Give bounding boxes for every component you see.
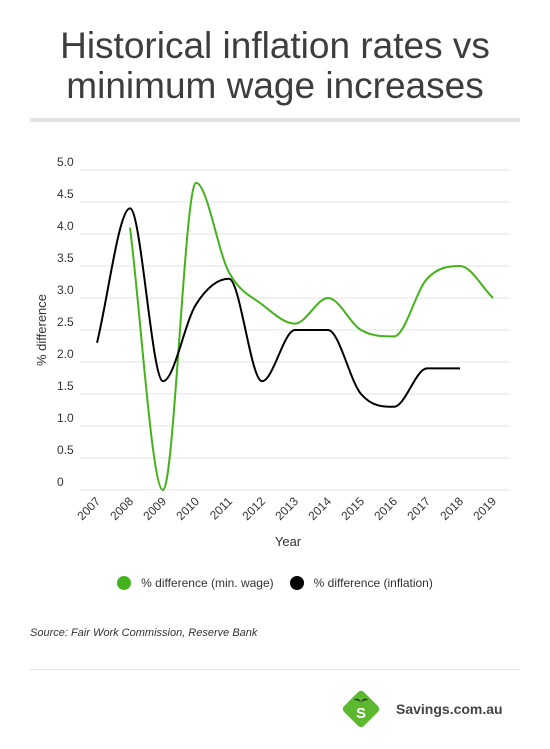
legend-label-inflation: % difference (inflation)	[313, 576, 433, 590]
y-tick-label: 0	[57, 475, 64, 489]
x-tick-label: 2016	[371, 494, 400, 523]
y-tick-label: 3.5	[57, 251, 74, 265]
y-tick-label: 5.0	[57, 155, 74, 169]
y-tick-label: 1.5	[57, 379, 74, 393]
footer-divider	[30, 669, 520, 670]
line-chart: 0 0.5 1.0 1.5 2.0 2.5 3.0 3.5 4.0 4.5 5.0 2007 2008…	[34, 155, 510, 549]
logo-letter: S	[356, 705, 366, 722]
y-tick-label: 0.5	[57, 443, 74, 457]
y-tick-label: 2.5	[57, 315, 74, 329]
legend-swatch-inflation	[289, 576, 304, 590]
legend-item-inflation: % difference (inflation)	[289, 576, 433, 590]
legend-label-wage: % difference (min. wage)	[141, 576, 274, 590]
series-line-inflation	[96, 207, 460, 408]
chart-title: Historical inflation rates vs minimum wa…	[0, 26, 550, 106]
chart-legend: % difference (min. wage) % difference (i…	[0, 576, 550, 590]
x-tick-label: 2010	[173, 494, 202, 523]
brand[interactable]: S Savings.com.au	[340, 688, 503, 730]
source-note: Source: Fair Work Commission, Reserve Ba…	[30, 627, 258, 639]
x-tick-label: 2018	[437, 494, 466, 523]
grid-lines	[80, 169, 510, 491]
y-tick-label: 4.0	[57, 219, 74, 233]
brand-name: Savings.com.au	[396, 701, 503, 717]
savings-logo-icon: S	[340, 688, 382, 730]
x-tick-label: 2019	[470, 494, 499, 523]
x-tick-label: 2017	[404, 494, 433, 523]
y-tick-label: 2.0	[57, 347, 74, 361]
y-tick-label: 3.0	[57, 283, 74, 297]
x-tick-label: 2011	[207, 494, 235, 522]
title-divider	[30, 118, 520, 122]
x-tick-label: 2007	[74, 494, 103, 523]
y-axis-title: % difference	[34, 294, 49, 366]
x-tick-label: 2013	[272, 494, 301, 523]
title-line-1: Historical inflation rates vs	[60, 25, 490, 66]
x-tick-label: 2015	[338, 494, 367, 523]
x-tick-label: 2009	[140, 494, 169, 523]
legend-item-wage: % difference (min. wage)	[117, 576, 274, 590]
series-lines	[96, 181, 494, 492]
y-axis-ticks: 0 0.5 1.0 1.5 2.0 2.5 3.0 3.5 4.0 4.5 5.0	[57, 155, 74, 489]
series-line-min-wage	[129, 181, 494, 492]
legend-swatch-wage	[117, 576, 132, 590]
x-axis-title: Year	[275, 534, 302, 549]
x-tick-label: 2012	[239, 494, 268, 523]
x-axis-ticks: 2007 2008 2009 2010 2011 2012 2013 2014 2015 2016…	[74, 494, 499, 523]
x-tick-label: 2014	[305, 494, 334, 523]
y-tick-label: 1.0	[57, 411, 74, 425]
title-line-2: minimum wage increases	[66, 65, 484, 106]
y-tick-label: 4.5	[57, 187, 74, 201]
x-tick-label: 2008	[107, 494, 136, 523]
